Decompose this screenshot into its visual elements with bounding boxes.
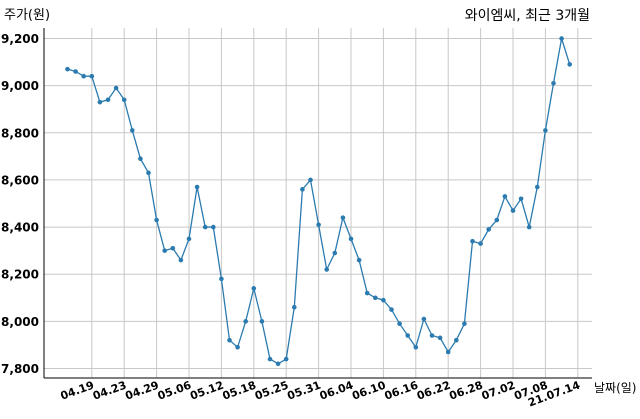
axes — [43, 28, 592, 379]
data-point — [89, 73, 95, 79]
data-point — [535, 184, 540, 190]
data-point — [292, 304, 297, 310]
x-tick-labels: 04.1904.2304.2905.0605.1205.1805.2505.31… — [59, 378, 582, 409]
y-tick-label: 9,200 — [1, 32, 39, 46]
data-point — [397, 321, 402, 327]
data-point — [494, 217, 500, 223]
data-point — [510, 208, 516, 213]
data-point — [551, 80, 556, 86]
data-point — [243, 319, 248, 324]
data-point — [121, 97, 127, 103]
data-point — [113, 85, 119, 91]
data-point — [567, 62, 572, 67]
data-point — [518, 196, 524, 202]
data-point — [348, 236, 354, 242]
data-point — [235, 344, 240, 350]
data-point — [73, 69, 78, 74]
y-tick-label: 9,000 — [1, 79, 39, 93]
data-point — [219, 276, 224, 282]
data-point — [105, 97, 111, 103]
data-point — [373, 295, 378, 301]
data-point — [332, 250, 338, 256]
y-axis-label: 주가(원) — [4, 8, 50, 23]
data-point — [154, 217, 159, 223]
data-point — [413, 344, 419, 350]
y-tick-label: 8,000 — [1, 315, 39, 329]
y-tick-label: 8,800 — [1, 126, 39, 140]
data-point — [267, 356, 273, 362]
data-point — [251, 286, 257, 291]
data-point — [364, 290, 370, 296]
data-point — [283, 356, 289, 362]
data-point — [502, 194, 508, 199]
data-point — [97, 99, 103, 105]
data-point — [186, 236, 192, 242]
data-point — [405, 333, 411, 338]
data-point — [526, 224, 532, 230]
data-point — [227, 337, 232, 343]
y-tick-labels: 7,800 8,000 8,200 8,400 8,600 8,800 9,000 9,200 — [1, 32, 39, 376]
data-point — [300, 187, 305, 192]
data-point — [138, 156, 143, 162]
y-tick-label: 8,400 — [1, 221, 39, 235]
y-tick-label: 8,600 — [1, 173, 39, 187]
data-point — [429, 333, 435, 338]
grid-lines — [44, 28, 592, 378]
data-point — [130, 128, 135, 133]
data-point — [65, 66, 70, 72]
data-point — [316, 222, 321, 228]
data-point — [162, 248, 167, 253]
data-point — [462, 321, 467, 327]
data-points — [65, 36, 572, 367]
data-point — [170, 245, 176, 251]
x-axis-label: 날짜(일) — [594, 381, 636, 395]
chart-title: 와이엠씨, 최근 3개월 — [465, 8, 590, 24]
data-point — [445, 349, 451, 355]
data-point — [486, 227, 492, 232]
y-tick-label: 7,800 — [1, 362, 39, 376]
data-point — [470, 238, 475, 244]
data-point — [478, 241, 483, 246]
data-point — [389, 307, 394, 312]
data-point — [454, 337, 459, 343]
data-point — [324, 267, 330, 272]
data-point — [421, 316, 427, 322]
data-point — [194, 184, 200, 190]
data-point — [543, 128, 548, 133]
data-point — [202, 224, 208, 230]
data-point — [356, 257, 362, 263]
data-point — [259, 319, 265, 324]
data-point — [146, 170, 151, 176]
data-point — [381, 297, 386, 303]
data-point — [340, 215, 346, 220]
data-point — [81, 73, 86, 79]
data-point — [559, 36, 564, 41]
data-point — [308, 177, 313, 183]
data-point — [211, 224, 216, 230]
data-point — [437, 335, 443, 341]
y-tick-label: 8,200 — [1, 268, 39, 282]
data-point — [275, 361, 281, 367]
data-point — [178, 257, 184, 263]
